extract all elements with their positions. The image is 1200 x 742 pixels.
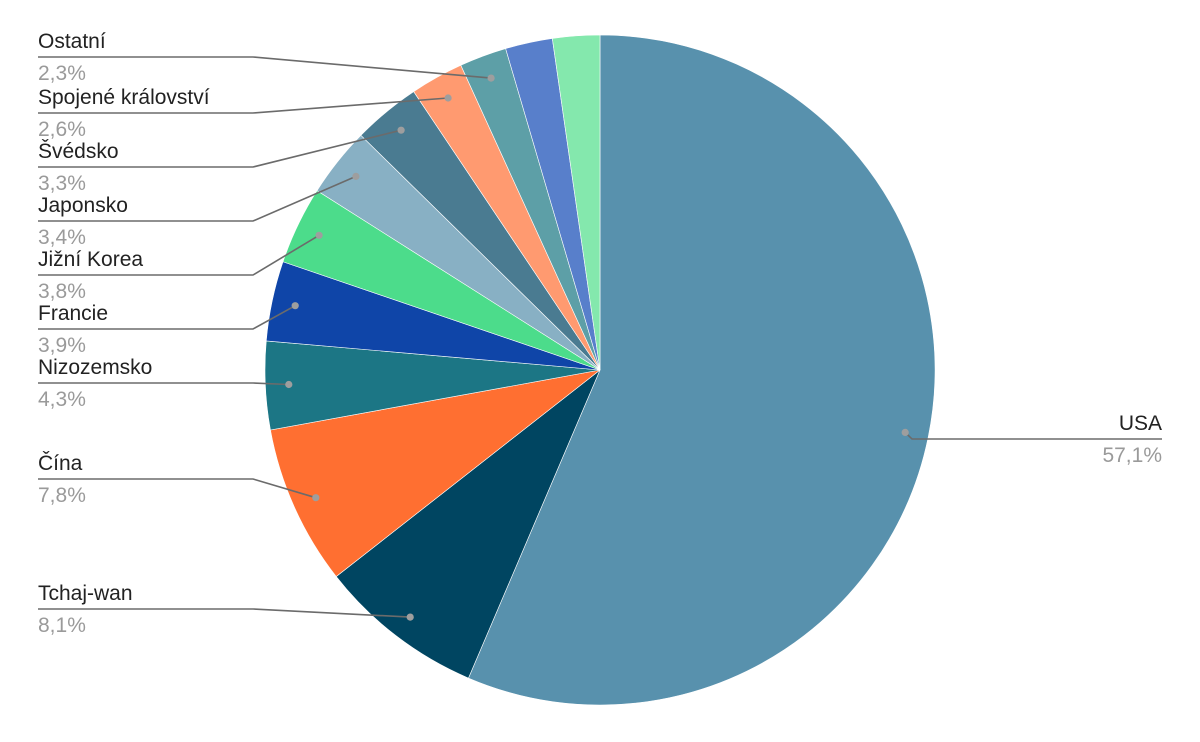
pie-slice-tchaj-wan (335, 369, 601, 679)
leader-lines (38, 56, 1162, 621)
leader-dot-svedsko (397, 126, 405, 134)
slice-percent-francie: 3,9% (38, 334, 86, 357)
leader-dot-usa (901, 428, 909, 436)
slice-percent-spojene-kralovstvi: 2,6% (38, 118, 86, 141)
slice-label-nizozemsko: Nizozemsko (38, 356, 152, 379)
slice-percent-svedsko: 3,3% (38, 172, 86, 195)
slice-percent-nizozemsko: 4,3% (38, 388, 86, 411)
leader-dot-japonsko (352, 172, 360, 180)
slice-label-ostatni: Ostatní (38, 30, 106, 53)
slice-percent-ostatni: 2,3% (38, 62, 86, 85)
slice-label-francie: Francie (38, 302, 108, 325)
leader-line-tchaj-wan (38, 608, 411, 618)
pie-slice-unlabeled-11 (551, 34, 601, 371)
slice-percent-jizni-korea: 3,8% (38, 280, 86, 303)
slice-percent-japonsko: 3,4% (38, 226, 86, 249)
pie-slice-cina (270, 369, 601, 577)
slice-label-svedsko: Švédsko (38, 140, 119, 163)
slice-label-tchaj-wan: Tchaj-wan (38, 582, 133, 605)
leader-dot-ostatni (487, 74, 495, 82)
slice-labels: USA 57,1% Tchaj-wan 8,1% Čína 7,8% Nizozemsko 4… (38, 30, 1162, 637)
leader-dot-francie (291, 302, 299, 310)
slice-percent-tchaj-wan: 8,1% (38, 614, 86, 637)
leader-line-ostatni (38, 56, 492, 79)
slice-label-jizni-korea: Jižní Korea (38, 248, 143, 271)
leader-line-cina (38, 478, 317, 499)
leader-dot-tchaj-wan (406, 613, 414, 621)
slice-label-spojene-kralovstvi: Spojené království (38, 86, 210, 109)
leader-line-francie (38, 304, 296, 330)
slice-label-japonsko: Japonsko (38, 194, 128, 217)
leader-line-jizni-korea (38, 234, 320, 276)
slice-percent-usa: 57,1% (1102, 444, 1162, 467)
leader-line-nizozemsko (38, 382, 289, 386)
leader-dot-cina (312, 494, 320, 502)
leader-dot-nizozemsko (285, 380, 293, 389)
pie-slice-usa (468, 34, 936, 706)
pie-slices (264, 34, 936, 706)
leader-line-svedsko (38, 129, 402, 168)
slice-percent-cina: 7,8% (38, 484, 86, 507)
slice-label-cina: Čína (38, 452, 83, 475)
leader-line-spojene-kralovstvi (38, 97, 449, 114)
leader-line-japonsko (38, 175, 357, 222)
leader-dot-spojene-kralovstvi (444, 94, 452, 102)
leader-dot-jizni-korea (315, 231, 323, 239)
slice-label-usa: USA (1119, 412, 1162, 435)
